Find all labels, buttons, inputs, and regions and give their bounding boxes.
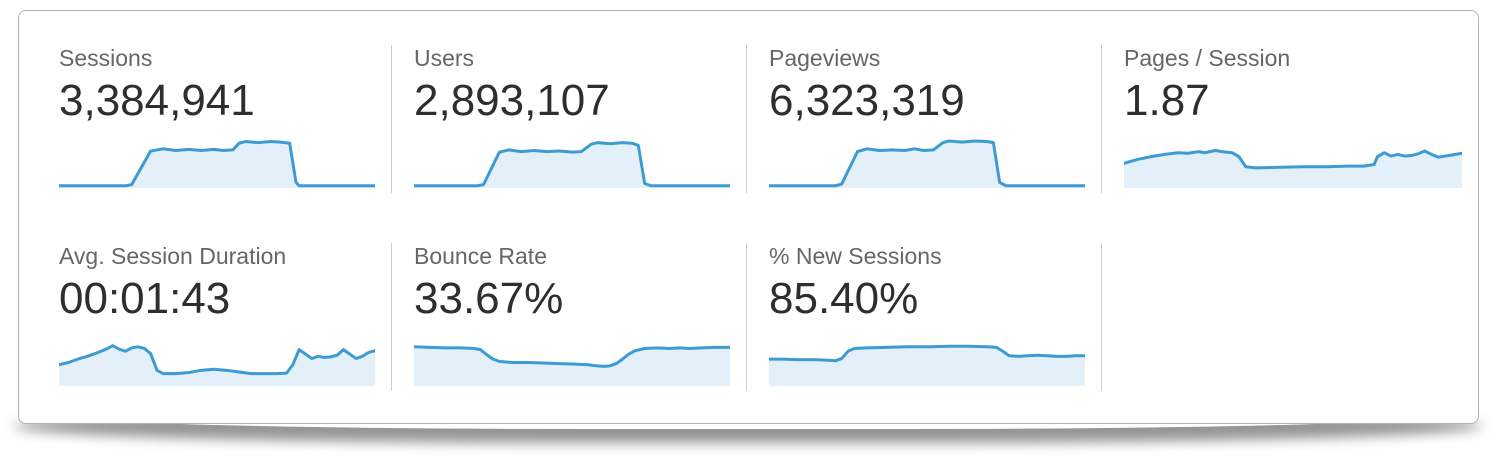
metric-label: % New Sessions [769, 243, 942, 269]
metric-label: Users [414, 45, 475, 71]
sparkline-chart-users [414, 132, 730, 188]
metric-card-users[interactable]: Users 2,893,107 [391, 45, 746, 193]
metrics-panel: Sessions 3,384,941 Users 2,893,107 Pagev… [18, 10, 1479, 424]
metrics-grid: Sessions 3,384,941 Users 2,893,107 Pagev… [19, 11, 1478, 391]
metric-label: Pages / Session [1124, 45, 1291, 71]
metric-value: 00:01:43 [59, 274, 231, 323]
sparkline-chart-pageviews [769, 132, 1085, 188]
metric-label: Pageviews [769, 45, 881, 71]
metric-value: 2,893,107 [414, 76, 610, 125]
sparkline-chart-pages-per-session [1124, 132, 1462, 188]
metric-value: 6,323,319 [769, 76, 965, 125]
metric-card-pages-per-session[interactable]: Pages / Session 1.87 [1101, 45, 1478, 193]
metric-label: Avg. Session Duration [59, 243, 287, 269]
sparkline-chart-sessions [59, 132, 375, 188]
metric-value: 3,384,941 [59, 76, 255, 125]
metric-card-avg-session-duration[interactable]: Avg. Session Duration 00:01:43 [19, 243, 391, 391]
metric-label: Bounce Rate [414, 243, 547, 269]
metric-value: 33.67% [414, 274, 564, 323]
sparkline-chart-avg-session-duration [59, 330, 375, 386]
metric-card-pageviews[interactable]: Pageviews 6,323,319 [746, 45, 1101, 193]
sparkline-chart-percent-new-sessions [769, 330, 1085, 386]
metric-label: Sessions [59, 45, 153, 71]
empty-metric-slot [1101, 243, 1478, 391]
metric-card-sessions[interactable]: Sessions 3,384,941 [19, 45, 391, 193]
metric-card-bounce-rate[interactable]: Bounce Rate 33.67% [391, 243, 746, 391]
metric-card-percent-new-sessions[interactable]: % New Sessions 85.40% [746, 243, 1101, 391]
metric-value: 1.87 [1124, 76, 1210, 125]
metric-value: 85.40% [769, 274, 919, 323]
sparkline-chart-bounce-rate [414, 330, 730, 386]
